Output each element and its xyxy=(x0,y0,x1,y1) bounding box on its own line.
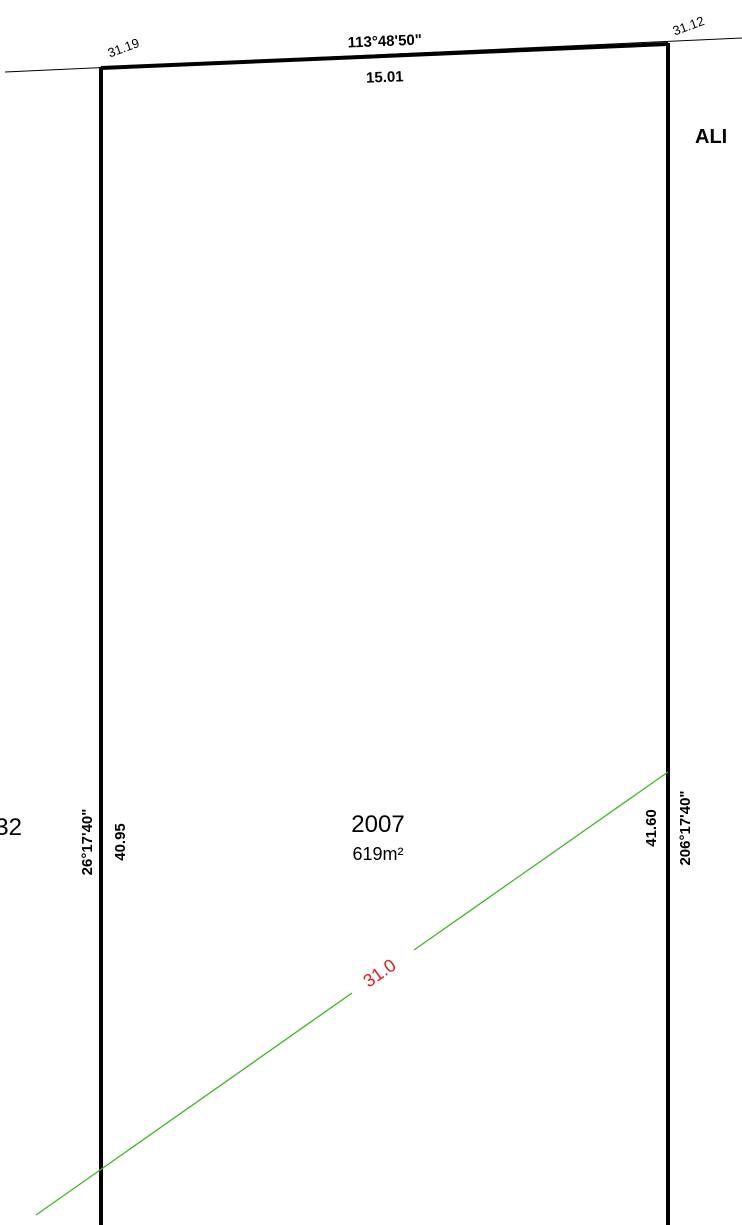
lot-number: 2007 xyxy=(351,811,404,838)
setback-line xyxy=(35,992,353,1216)
distance-label: 41.60 xyxy=(643,809,660,847)
bearing-label: 206°17'40" xyxy=(677,790,694,865)
lot-area: 619m² xyxy=(352,844,403,864)
corner-label: 31.19 xyxy=(106,35,142,60)
boundary-top xyxy=(100,42,669,70)
lot-label: 32 xyxy=(0,814,22,841)
setback-label: 31.0 xyxy=(359,955,399,991)
distance-label: 40.95 xyxy=(112,823,129,861)
corner-label: 31.12 xyxy=(671,13,707,38)
road-label: ALI xyxy=(695,126,727,148)
bearing-label: 26°17'40" xyxy=(79,809,96,876)
bearing-label: 113°48'50" xyxy=(347,31,422,51)
setback-line xyxy=(413,771,669,951)
distance-label: 15.01 xyxy=(366,68,404,87)
